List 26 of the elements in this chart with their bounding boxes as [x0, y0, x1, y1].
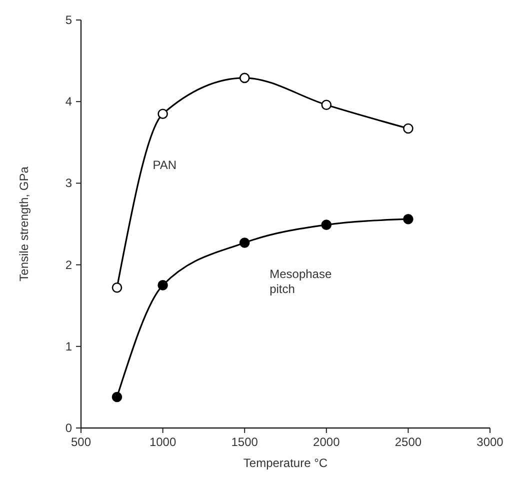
point — [321, 220, 332, 230]
x-tick-label: 2000 — [313, 435, 340, 449]
point — [158, 108, 168, 119]
point — [112, 392, 122, 402]
x-tick-label: 2500 — [394, 435, 422, 449]
x-tick-label: 3000 — [476, 435, 504, 449]
point — [112, 282, 122, 293]
point — [239, 72, 250, 84]
y-tick-label: 2 — [65, 258, 72, 272]
y-axis-title: Tensile strength, GPa — [17, 166, 31, 282]
point — [403, 214, 414, 224]
y-tick-label: 4 — [65, 94, 72, 109]
text: Mesophase pitch — [270, 266, 332, 296]
x-axis-title: Temperature °C — [243, 456, 328, 470]
series-label: PAN — [152, 158, 177, 172]
point — [239, 238, 250, 248]
point — [403, 123, 414, 134]
x-tick-label: 1000 — [149, 435, 176, 449]
y-tick-label: 3 — [65, 176, 72, 190]
y-tick-label: 1 — [65, 339, 72, 354]
y-tick-label: 0 — [65, 421, 72, 435]
x-tick-label: 1500 — [231, 435, 258, 449]
point — [321, 100, 332, 110]
point — [158, 280, 168, 290]
x-tick-label: 500 — [70, 435, 92, 449]
y-tick-label: 5 — [65, 13, 72, 27]
